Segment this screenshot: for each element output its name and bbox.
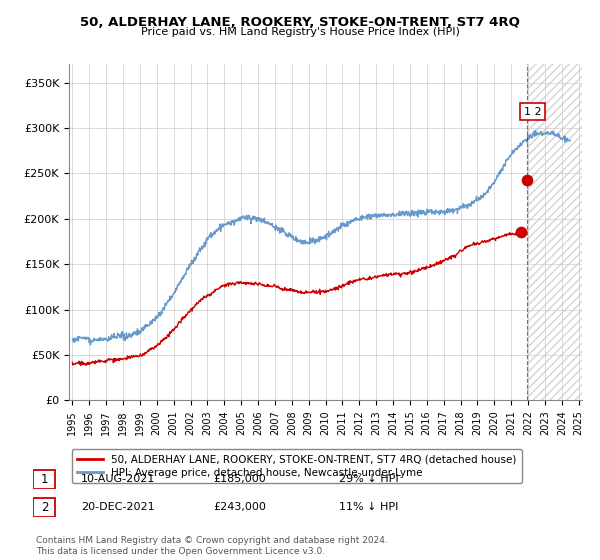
Text: £243,000: £243,000 [213, 502, 266, 512]
Text: Contains HM Land Registry data © Crown copyright and database right 2024.
This d: Contains HM Land Registry data © Crown c… [36, 536, 388, 556]
FancyBboxPatch shape [34, 470, 55, 489]
Text: 11% ↓ HPI: 11% ↓ HPI [339, 502, 398, 512]
FancyBboxPatch shape [34, 498, 55, 517]
Text: 1: 1 [41, 473, 48, 486]
Text: 20-DEC-2021: 20-DEC-2021 [81, 502, 155, 512]
Text: 2: 2 [41, 501, 48, 514]
Text: 1 2: 1 2 [524, 106, 541, 116]
Text: 29% ↓ HPI: 29% ↓ HPI [339, 474, 398, 484]
Text: Price paid vs. HM Land Registry's House Price Index (HPI): Price paid vs. HM Land Registry's House … [140, 27, 460, 37]
Text: 50, ALDERHAY LANE, ROOKERY, STOKE-ON-TRENT, ST7 4RQ: 50, ALDERHAY LANE, ROOKERY, STOKE-ON-TRE… [80, 16, 520, 29]
Point [523, 175, 532, 184]
Point [517, 228, 526, 237]
Text: £185,000: £185,000 [213, 474, 266, 484]
Text: 10-AUG-2021: 10-AUG-2021 [81, 474, 155, 484]
Legend: 50, ALDERHAY LANE, ROOKERY, STOKE-ON-TRENT, ST7 4RQ (detached house), HPI: Avera: 50, ALDERHAY LANE, ROOKERY, STOKE-ON-TRE… [71, 449, 522, 483]
